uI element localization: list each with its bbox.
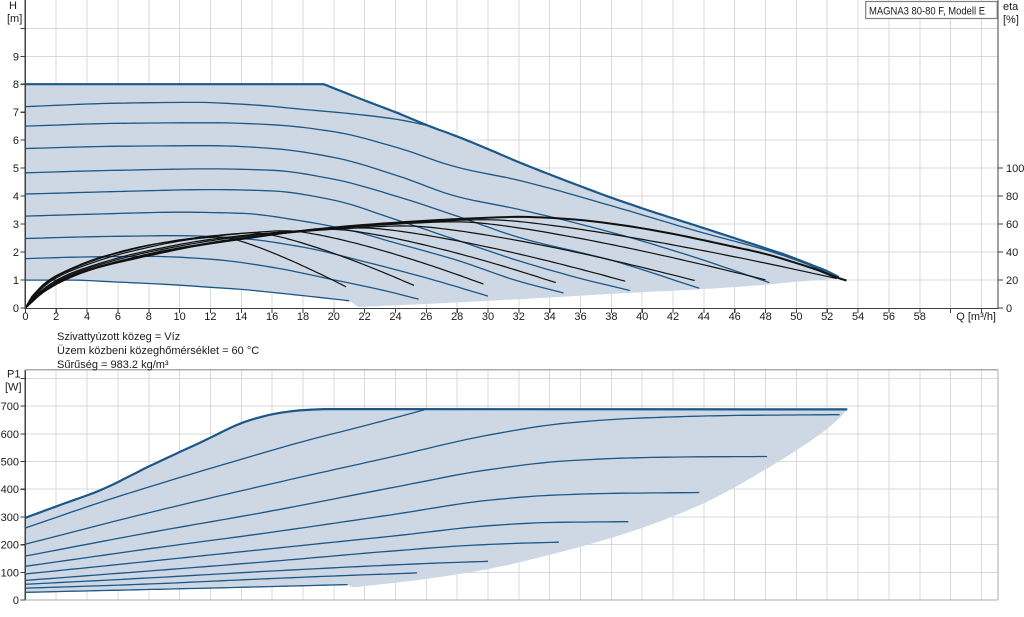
svg-text:200: 200 [1,540,19,552]
svg-text:Sűrűség = 983.2 kg/m³: Sűrűség = 983.2 kg/m³ [57,359,169,371]
svg-text:MAGNA3 80-80 F, Modell E: MAGNA3 80-80 F, Modell E [869,6,985,18]
svg-text:36: 36 [574,311,586,323]
svg-text:Üzem közbeni közeghőmérséklet: Üzem közbeni közeghőmérséklet = 60 °C [57,345,259,357]
svg-text:3: 3 [13,219,19,231]
svg-text:[%]: [%] [1003,14,1019,26]
svg-text:52: 52 [821,311,833,323]
svg-text:30: 30 [482,311,494,323]
svg-text:P1: P1 [7,369,20,381]
svg-text:46: 46 [729,311,741,323]
svg-text:42: 42 [667,311,679,323]
svg-text:24: 24 [389,311,401,323]
svg-text:9: 9 [13,51,19,63]
svg-text:40: 40 [1006,247,1018,259]
svg-text:80: 80 [1006,191,1018,203]
svg-text:32: 32 [513,311,525,323]
svg-text:20: 20 [328,311,340,323]
svg-text:eta: eta [1003,1,1019,13]
svg-text:54: 54 [852,311,864,323]
svg-text:300: 300 [1,512,19,524]
svg-text:5: 5 [13,163,19,175]
svg-text:[W]: [W] [5,382,22,394]
svg-text:12: 12 [204,311,216,323]
svg-text:8: 8 [13,79,19,91]
svg-text:18: 18 [297,311,309,323]
svg-text:2: 2 [13,247,19,259]
svg-text:400: 400 [1,484,19,496]
svg-text:0: 0 [1006,303,1012,315]
svg-text:6: 6 [115,311,121,323]
svg-text:26: 26 [420,311,432,323]
svg-text:10: 10 [173,311,185,323]
svg-text:7: 7 [13,107,19,119]
svg-text:44: 44 [698,311,710,323]
svg-text:60: 60 [1006,219,1018,231]
svg-text:0: 0 [13,303,19,315]
svg-text:28: 28 [451,311,463,323]
svg-text:700: 700 [1,401,19,413]
svg-text:Szivattyúzott közeg = Víz: Szivattyúzott közeg = Víz [57,331,180,343]
svg-text:4: 4 [13,191,19,203]
svg-text:20: 20 [1006,275,1018,287]
svg-text:14: 14 [235,311,247,323]
svg-text:34: 34 [544,311,556,323]
svg-text:Q [m³/h]: Q [m³/h] [956,311,996,323]
svg-text:58: 58 [914,311,926,323]
svg-text:8: 8 [146,311,152,323]
svg-text:0: 0 [22,311,28,323]
svg-text:48: 48 [759,311,771,323]
svg-text:6: 6 [13,135,19,147]
svg-text:100: 100 [1006,163,1024,175]
svg-text:H: H [9,0,17,12]
svg-text:0: 0 [13,595,19,607]
svg-text:[m]: [m] [7,13,22,25]
svg-text:4: 4 [84,311,90,323]
svg-text:22: 22 [358,311,370,323]
svg-text:40: 40 [636,311,648,323]
svg-text:2: 2 [53,311,59,323]
svg-text:16: 16 [266,311,278,323]
svg-text:38: 38 [605,311,617,323]
svg-text:500: 500 [1,457,19,469]
svg-text:50: 50 [790,311,802,323]
svg-text:100: 100 [1,567,19,579]
svg-text:1: 1 [13,275,19,287]
svg-text:600: 600 [1,429,19,441]
svg-text:56: 56 [883,311,895,323]
